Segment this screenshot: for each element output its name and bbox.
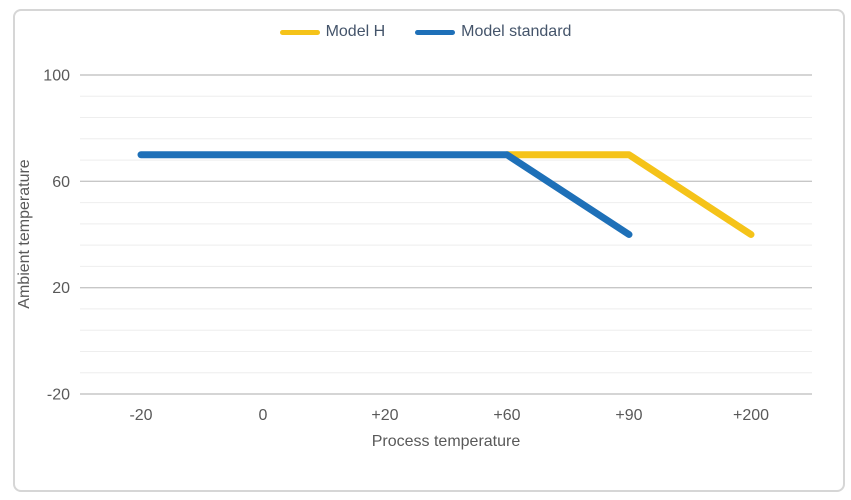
legend: Model H Model standard (0, 22, 851, 42)
series-line (503, 151, 755, 238)
legend-label-model-standard: Model standard (461, 23, 572, 40)
legend-label-model-h: Model H (325, 23, 386, 40)
chart-frame (13, 9, 845, 492)
legend-item-model-standard: Model standard (415, 22, 571, 42)
x-tick-label: +90 (615, 407, 642, 424)
x-tick-label: +60 (493, 407, 520, 424)
legend-item-model-h: Model H (279, 22, 386, 42)
y-axis-title: Ambient temperature (16, 159, 33, 309)
legend-swatch-model-h-icon (279, 29, 320, 35)
x-tick-label: -20 (129, 407, 152, 424)
x-tick-label: +200 (733, 407, 769, 424)
y-tick-label: 60 (52, 174, 70, 191)
series-line (137, 151, 633, 238)
y-tick-label: -20 (47, 387, 70, 404)
legend-swatch-model-standard-icon (415, 29, 456, 35)
y-tick-label: 20 (52, 280, 70, 297)
y-tick-label: 100 (43, 68, 70, 85)
x-tick-label: +20 (371, 407, 398, 424)
x-tick-label: 0 (259, 407, 268, 424)
x-axis-title: Process temperature (371, 433, 521, 450)
